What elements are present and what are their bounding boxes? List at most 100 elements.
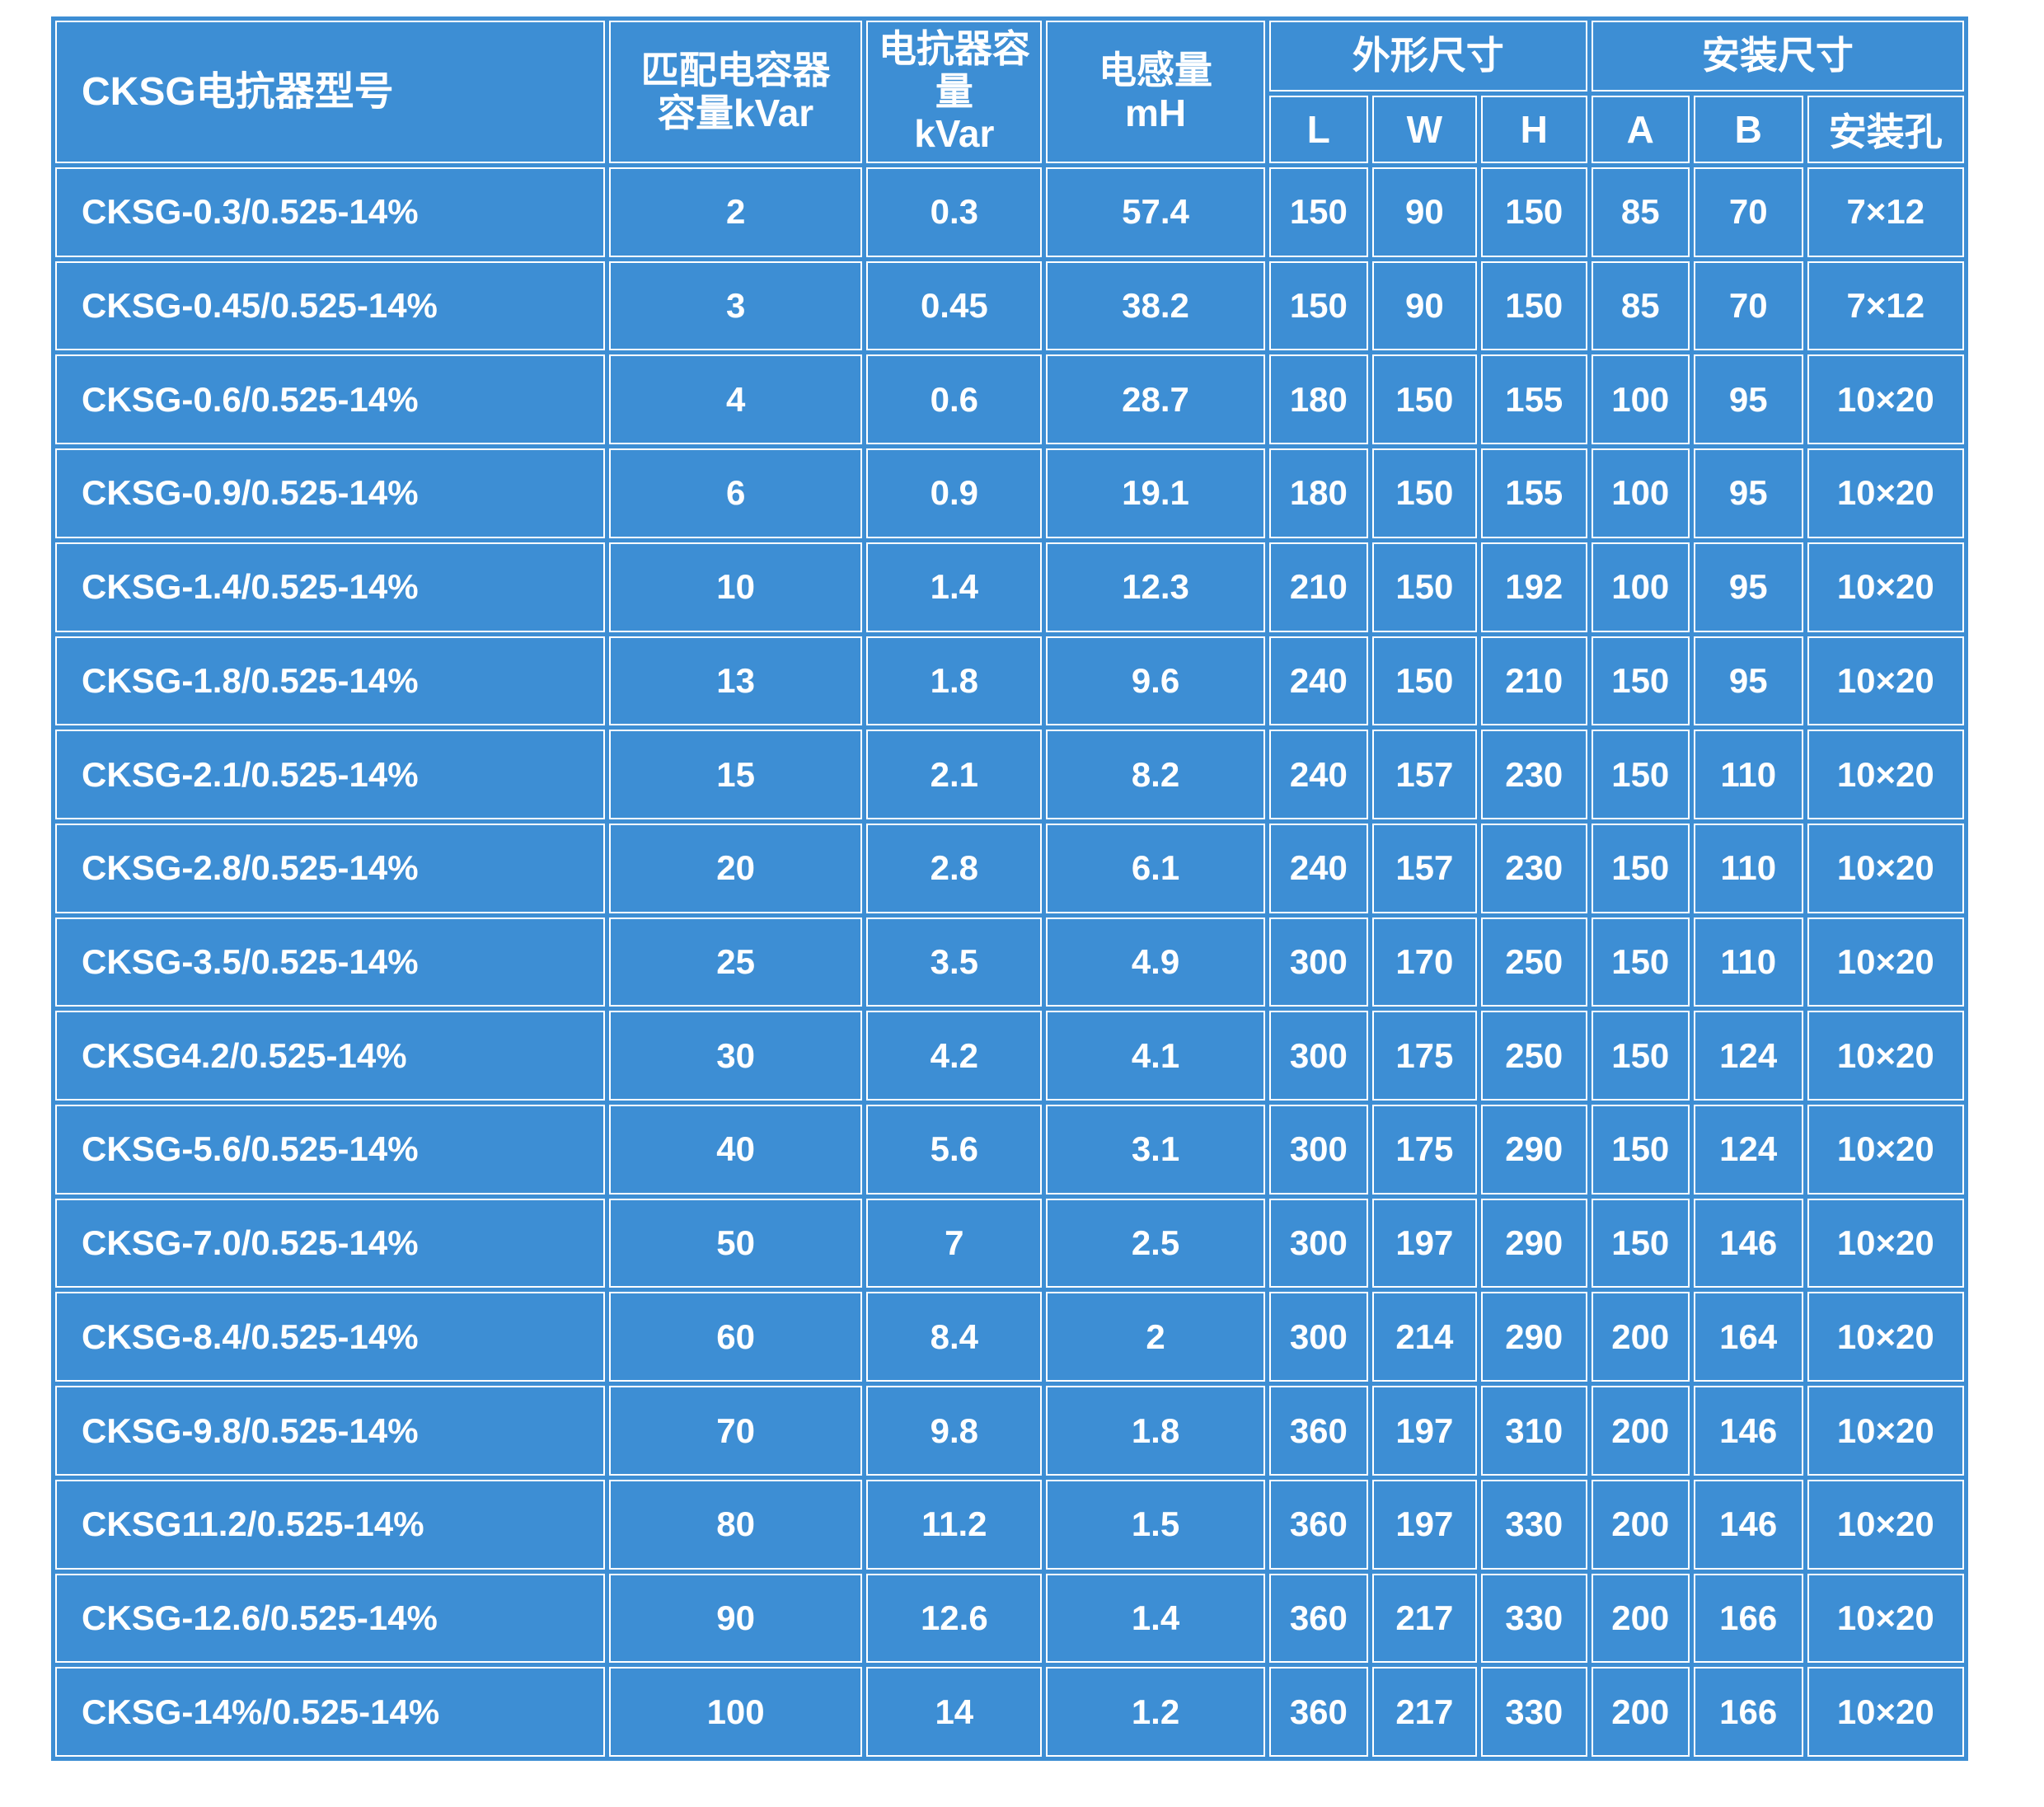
value-cell: 157 [1371,730,1477,819]
col-header-capacitor-capacity: 匹配电容器 容量kVar [608,21,863,163]
col-header-reactor-capacity: 电抗器容量 kVar [866,21,1043,163]
value-cell: 14 [866,1667,1043,1757]
value-cell: 95 [1693,636,1803,726]
value-cell: 10×20 [1807,1292,1964,1382]
value-cell: 124 [1693,1011,1803,1101]
col-header-B: B [1693,96,1803,163]
value-cell: 240 [1268,636,1368,726]
value-cell: 2.1 [866,730,1043,819]
value-cell: 70 [1693,167,1803,257]
value-cell: 230 [1480,730,1587,819]
value-cell: 2 [608,167,863,257]
value-cell: 10×20 [1807,448,1964,538]
col-header-capacitor-line1: 匹配电容器 [640,48,831,92]
value-cell: 164 [1693,1292,1803,1382]
value-cell: 217 [1371,1573,1477,1664]
value-cell: 360 [1268,1667,1368,1757]
value-cell: 2.5 [1046,1198,1265,1288]
model-cell: CKSG-1.8/0.525-14% [55,636,605,726]
value-cell: 290 [1480,1198,1587,1288]
value-cell: 11.2 [866,1479,1043,1570]
value-cell: 1.4 [1046,1573,1265,1664]
value-cell: 28.7 [1046,354,1265,445]
value-cell: 10×20 [1807,1386,1964,1476]
value-cell: 3 [608,260,863,351]
value-cell: 200 [1591,1292,1690,1382]
col-header-H: H [1480,96,1587,163]
value-cell: 60 [608,1292,863,1382]
value-cell: 40 [608,1105,863,1194]
value-cell: 10×20 [1807,917,1964,1007]
col-group-header-mounting-dimensions: 安装尺寸 [1591,21,1964,92]
model-cell: CKSG-14%/0.525-14% [55,1667,605,1757]
model-cell: CKSG11.2/0.525-14% [55,1479,605,1570]
value-cell: 100 [1591,448,1690,538]
value-cell: 150 [1591,636,1690,726]
col-header-inductance: 电感量 mH [1046,21,1265,163]
model-cell: CKSG-2.8/0.525-14% [55,823,605,913]
value-cell: 150 [1371,542,1477,632]
value-cell: 217 [1371,1667,1477,1757]
value-cell: 150 [1591,730,1690,819]
value-cell: 124 [1693,1105,1803,1194]
value-cell: 175 [1371,1011,1477,1101]
value-cell: 150 [1371,448,1477,538]
value-cell: 6 [608,448,863,538]
value-cell: 1.5 [1046,1479,1265,1570]
reactor-spec-table: CKSG电抗器型号 匹配电容器 容量kVar 电抗器容量 kVar 电感量 mH… [51,16,1968,1761]
value-cell: 300 [1268,917,1368,1007]
model-cell: CKSG-0.3/0.525-14% [55,167,605,257]
value-cell: 50 [608,1198,863,1288]
value-cell: 4.2 [866,1011,1043,1101]
value-cell: 20 [608,823,863,913]
model-cell: CKSG-8.4/0.525-14% [55,1292,605,1382]
value-cell: 146 [1693,1386,1803,1476]
value-cell: 240 [1268,730,1368,819]
model-cell: CKSG-9.8/0.525-14% [55,1386,605,1476]
col-header-reactor-line1: 电抗器容量 [878,27,1030,113]
col-header-mounting-hole: 安装孔 [1807,96,1964,163]
value-cell: 300 [1268,1292,1368,1382]
value-cell: 8.2 [1046,730,1265,819]
col-header-inductance-line2: mH [1124,91,1187,134]
value-cell: 100 [1591,542,1690,632]
value-cell: 100 [608,1667,863,1757]
col-header-reactor-line2: kVar [914,112,995,156]
value-cell: 0.3 [866,167,1043,257]
value-cell: 166 [1693,1573,1803,1664]
value-cell: 70 [1693,260,1803,351]
value-cell: 110 [1693,823,1803,913]
value-cell: 2 [1046,1292,1265,1382]
value-cell: 146 [1693,1198,1803,1288]
value-cell: 13 [608,636,863,726]
value-cell: 300 [1268,1105,1368,1194]
value-cell: 250 [1480,917,1587,1007]
value-cell: 250 [1480,1011,1587,1101]
value-cell: 10×20 [1807,1105,1964,1194]
value-cell: 90 [608,1573,863,1664]
value-cell: 192 [1480,542,1587,632]
value-cell: 197 [1371,1479,1477,1570]
value-cell: 150 [1591,1198,1690,1288]
value-cell: 15 [608,730,863,819]
model-cell: CKSG-12.6/0.525-14% [55,1573,605,1664]
value-cell: 1.8 [1046,1386,1265,1476]
value-cell: 1.8 [866,636,1043,726]
value-cell: 155 [1480,448,1587,538]
value-cell: 210 [1268,542,1368,632]
value-cell: 360 [1268,1573,1368,1664]
value-cell: 0.45 [866,260,1043,351]
value-cell: 300 [1268,1198,1368,1288]
value-cell: 19.1 [1046,448,1265,538]
value-cell: 7 [866,1198,1043,1288]
value-cell: 175 [1371,1105,1477,1194]
value-cell: 150 [1371,354,1477,445]
col-group-header-outline-dimensions: 外形尺寸 [1268,21,1587,92]
value-cell: 310 [1480,1386,1587,1476]
col-header-inductance-line1: 电感量 [1099,48,1213,92]
value-cell: 155 [1480,354,1587,445]
value-cell: 95 [1693,448,1803,538]
value-cell: 10×20 [1807,1573,1964,1664]
value-cell: 330 [1480,1667,1587,1757]
value-cell: 360 [1268,1386,1368,1476]
